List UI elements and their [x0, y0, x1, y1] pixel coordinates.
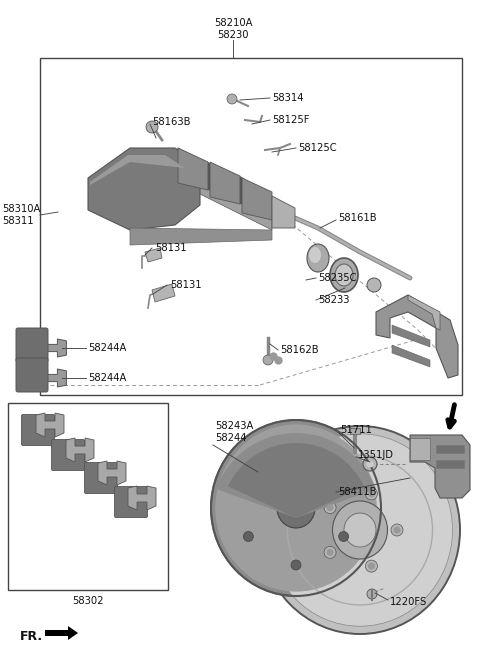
- Polygon shape: [410, 435, 470, 498]
- Text: 58411B: 58411B: [338, 487, 376, 497]
- Polygon shape: [90, 155, 185, 185]
- Polygon shape: [37, 369, 66, 387]
- Ellipse shape: [277, 488, 315, 528]
- Polygon shape: [242, 178, 272, 220]
- Polygon shape: [145, 248, 162, 262]
- Text: 58161B: 58161B: [338, 213, 377, 223]
- Bar: [350, 428, 360, 434]
- Polygon shape: [130, 228, 272, 245]
- Bar: [8, 403, 168, 590]
- FancyBboxPatch shape: [51, 440, 84, 470]
- Circle shape: [324, 546, 336, 558]
- Circle shape: [368, 563, 375, 569]
- Polygon shape: [392, 325, 430, 347]
- Circle shape: [365, 488, 377, 500]
- Circle shape: [391, 524, 403, 536]
- Polygon shape: [208, 162, 213, 191]
- Polygon shape: [152, 284, 175, 302]
- Polygon shape: [410, 438, 430, 460]
- Ellipse shape: [333, 501, 387, 559]
- Ellipse shape: [215, 424, 377, 592]
- Ellipse shape: [335, 264, 353, 286]
- Bar: [436, 460, 464, 468]
- Ellipse shape: [260, 426, 460, 634]
- FancyBboxPatch shape: [115, 487, 147, 518]
- Text: 58210A
58230: 58210A 58230: [214, 18, 252, 41]
- Ellipse shape: [309, 247, 321, 263]
- Text: 58162B: 58162B: [280, 345, 319, 355]
- Circle shape: [368, 490, 375, 497]
- FancyBboxPatch shape: [16, 328, 48, 362]
- Circle shape: [291, 560, 301, 570]
- Circle shape: [324, 502, 336, 514]
- Text: 58302: 58302: [72, 596, 104, 606]
- Text: 58243A
58244: 58243A 58244: [215, 420, 253, 443]
- Polygon shape: [392, 345, 430, 367]
- Text: 1351JD: 1351JD: [358, 450, 394, 460]
- Bar: [40, 58, 462, 395]
- Text: FR.: FR.: [20, 630, 43, 644]
- Polygon shape: [36, 413, 64, 437]
- Text: 58163B: 58163B: [152, 117, 191, 127]
- Text: 58314: 58314: [272, 93, 303, 103]
- Circle shape: [365, 560, 377, 572]
- Text: 58125F: 58125F: [272, 115, 310, 125]
- Circle shape: [227, 94, 237, 104]
- Ellipse shape: [267, 434, 453, 626]
- Circle shape: [326, 504, 334, 511]
- Polygon shape: [210, 162, 240, 204]
- FancyBboxPatch shape: [22, 415, 55, 445]
- Circle shape: [243, 531, 253, 541]
- Bar: [436, 445, 464, 453]
- Wedge shape: [228, 443, 364, 518]
- Text: 58233: 58233: [318, 295, 349, 305]
- Text: 58235C: 58235C: [318, 273, 357, 283]
- Text: 1220FS: 1220FS: [390, 597, 427, 607]
- Ellipse shape: [211, 420, 381, 596]
- Polygon shape: [178, 148, 208, 190]
- Circle shape: [338, 474, 348, 485]
- Circle shape: [263, 355, 273, 365]
- Circle shape: [363, 457, 377, 471]
- FancyBboxPatch shape: [84, 462, 118, 493]
- Circle shape: [338, 531, 348, 541]
- Polygon shape: [128, 486, 156, 510]
- Ellipse shape: [307, 244, 329, 272]
- Circle shape: [326, 549, 334, 556]
- Text: 58244A: 58244A: [88, 343, 126, 353]
- Polygon shape: [408, 295, 440, 330]
- Circle shape: [291, 446, 301, 456]
- Text: 58310A
58311: 58310A 58311: [2, 204, 40, 226]
- Text: 58131: 58131: [170, 280, 202, 290]
- Polygon shape: [240, 176, 245, 205]
- Polygon shape: [45, 626, 78, 640]
- Text: 58125C: 58125C: [298, 143, 336, 153]
- Circle shape: [146, 121, 158, 133]
- Polygon shape: [376, 295, 458, 378]
- Wedge shape: [216, 433, 376, 518]
- Text: 58244A: 58244A: [88, 373, 126, 383]
- Ellipse shape: [330, 258, 358, 292]
- Polygon shape: [178, 148, 272, 230]
- Circle shape: [394, 527, 400, 533]
- Circle shape: [367, 278, 381, 292]
- Text: 51711: 51711: [340, 425, 372, 435]
- Polygon shape: [272, 196, 295, 228]
- Circle shape: [367, 461, 373, 468]
- Polygon shape: [37, 339, 66, 357]
- Text: 58131: 58131: [155, 243, 187, 253]
- Polygon shape: [66, 438, 94, 462]
- Circle shape: [243, 474, 253, 485]
- Polygon shape: [98, 461, 126, 485]
- FancyBboxPatch shape: [16, 358, 48, 392]
- Circle shape: [367, 589, 377, 599]
- Ellipse shape: [344, 513, 376, 547]
- Polygon shape: [88, 148, 200, 230]
